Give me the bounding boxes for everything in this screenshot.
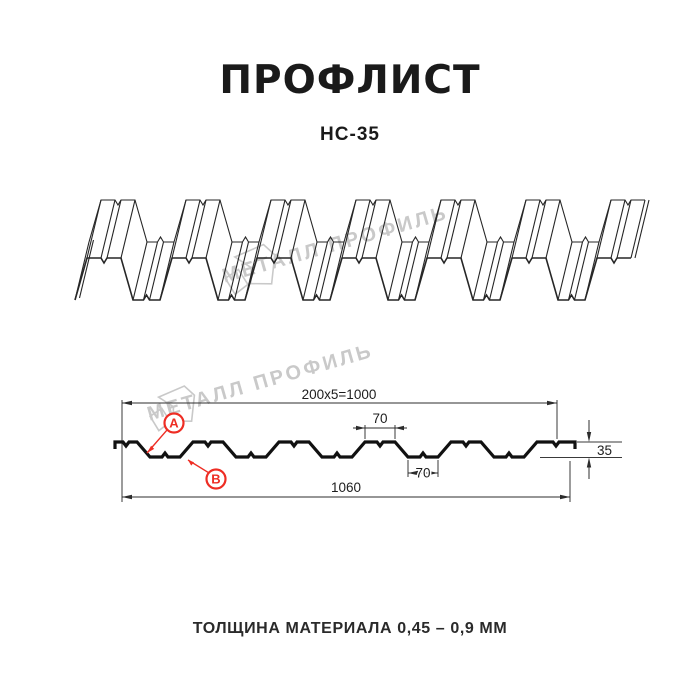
extension-lines [121, 400, 622, 502]
dimension-lines [122, 400, 592, 500]
profile-model: НС-35 [320, 124, 380, 145]
callout-b-circle [205, 468, 227, 490]
dim-width-formula: 200x5=1000 [302, 387, 377, 402]
callout-b-letter: В [211, 472, 220, 487]
sheet-section-outline [113, 440, 577, 459]
page-title: ПРОФЛИСТ [219, 58, 481, 103]
material-thickness-note: ТОЛЩИНА МАТЕРИАЛА 0,45 – 0,9 ММ [192, 620, 508, 637]
dim-height: 35 [597, 443, 612, 458]
dim-top-flange: 70 [372, 411, 387, 426]
callout-a-circle [163, 412, 185, 434]
callout-a: А [146, 412, 185, 454]
dim-bottom-flange: 70 [415, 466, 430, 481]
profile-section-drawing: 200x5=1000 70 70 35 1060 А В [113, 386, 622, 502]
callout-a-letter: А [169, 416, 179, 431]
callout-b: В [187, 459, 227, 490]
dim-total-width: 1060 [331, 480, 361, 495]
profile-3d-drawing [74, 199, 650, 301]
